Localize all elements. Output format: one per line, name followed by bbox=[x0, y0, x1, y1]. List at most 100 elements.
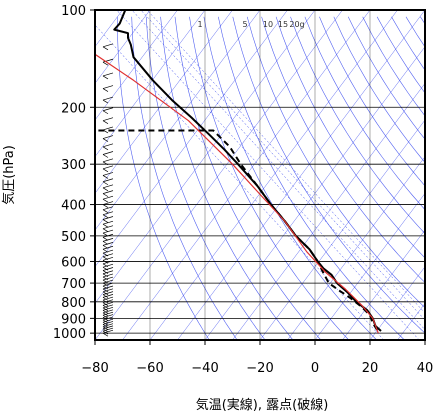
skewed-isotherm-line bbox=[95, 10, 288, 268]
x-axis-title: 気温(実線), 露点(破線) bbox=[196, 397, 329, 412]
wind-barb-flag bbox=[102, 282, 109, 287]
wind-barb bbox=[102, 299, 114, 304]
wind-barb-flag bbox=[102, 291, 109, 296]
wind-barb bbox=[102, 309, 114, 314]
wind-barb-flag bbox=[102, 209, 109, 214]
skewed-isotherm-line bbox=[314, 192, 425, 340]
dry-adiabat-line bbox=[145, 16, 266, 340]
wind-barb bbox=[102, 225, 114, 230]
skewed-isotherm-line bbox=[342, 229, 425, 340]
temperature-line bbox=[113, 10, 382, 332]
wind-barb bbox=[102, 270, 114, 275]
y-tick-label: 200 bbox=[61, 101, 86, 116]
wind-barb-flag bbox=[102, 198, 109, 203]
wind-barb bbox=[102, 273, 114, 278]
wind-barb bbox=[102, 172, 114, 176]
profile-lines bbox=[95, 10, 382, 334]
dry-adiabat-line bbox=[189, 16, 349, 340]
wind-barb bbox=[102, 143, 114, 148]
mixing-ratio-line bbox=[146, 10, 425, 314]
wind-barb-flag bbox=[102, 187, 109, 192]
wind-barb-flag bbox=[102, 193, 109, 197]
x-tick-label: −40 bbox=[191, 361, 218, 376]
wind-barb-flag bbox=[102, 266, 109, 271]
wind-barb-flag bbox=[102, 181, 109, 186]
wind-barb bbox=[102, 263, 114, 268]
wind-barb bbox=[102, 126, 114, 131]
dry-adiabat-line bbox=[290, 16, 425, 235]
wind-barb-flag bbox=[102, 332, 109, 337]
mixing-ratio-label: 15 bbox=[278, 20, 288, 29]
y-tick-label: 400 bbox=[61, 199, 86, 214]
wind-barb-flag bbox=[102, 228, 109, 232]
wind-barb bbox=[102, 165, 114, 170]
dry-adiabat-line bbox=[218, 16, 405, 340]
skewed-isotherm-line bbox=[177, 10, 425, 340]
wind-barb-flag bbox=[102, 175, 109, 179]
dry-adiabat-line bbox=[333, 16, 425, 163]
wind-barb bbox=[102, 151, 114, 155]
y-tick-label: 600 bbox=[61, 255, 86, 270]
y-axis-title: 気圧(hPa) bbox=[1, 145, 17, 205]
mixing-ratio-line bbox=[131, 10, 425, 331]
skewed-isotherm-line bbox=[95, 10, 316, 304]
wind-barb bbox=[102, 158, 114, 163]
wind-barb bbox=[102, 211, 114, 216]
wind-barb bbox=[102, 85, 114, 89]
dry-adiabat-line bbox=[319, 16, 425, 187]
wind-barb bbox=[102, 323, 114, 328]
skewed-isotherm-line bbox=[122, 10, 371, 340]
y-tick-label: 700 bbox=[61, 277, 86, 292]
wind-barb-flag bbox=[102, 168, 109, 173]
wind-barb bbox=[102, 316, 114, 321]
dry-adiabat-line bbox=[174, 16, 322, 340]
wind-barb bbox=[102, 307, 114, 311]
wind-barb bbox=[102, 195, 114, 200]
wind-barb bbox=[102, 96, 114, 101]
skewed-isotherm-line bbox=[95, 10, 151, 84]
dry-adiabat-line bbox=[232, 16, 425, 334]
skewed-isotherm-line bbox=[259, 119, 425, 340]
x-tick-label: 40 bbox=[417, 361, 434, 376]
wind-barb bbox=[102, 184, 114, 189]
wind-barb-flag bbox=[102, 99, 109, 104]
mixing-ratio-labels: 1 5 10 15 20g bbox=[197, 20, 304, 29]
wind-barb bbox=[102, 282, 114, 287]
skewed-isotherm-line bbox=[232, 82, 425, 340]
dry-adiabat-line bbox=[420, 16, 425, 25]
y-tick-label: 300 bbox=[61, 158, 86, 173]
y-tick-label: 100 bbox=[61, 4, 86, 19]
dry-adiabat-line bbox=[117, 16, 210, 340]
wind-barb bbox=[102, 253, 114, 258]
wind-barb bbox=[102, 233, 114, 238]
wind-barb bbox=[102, 178, 114, 183]
wind-barb bbox=[102, 291, 114, 295]
wind-barb-flag bbox=[102, 146, 109, 151]
wind-barb bbox=[102, 276, 114, 281]
wind-barb-flag bbox=[102, 120, 109, 124]
wind-barb-flag bbox=[102, 75, 109, 80]
wind-barb-flag bbox=[102, 88, 109, 92]
wind-barb-flag bbox=[102, 223, 109, 228]
y-tick-label: 800 bbox=[61, 296, 86, 311]
skewed-isotherm-line bbox=[95, 10, 178, 121]
wind-barb bbox=[102, 117, 114, 121]
wind-barb bbox=[102, 229, 114, 234]
dry-adiabat-line bbox=[261, 16, 425, 284]
wind-barb-flag bbox=[102, 110, 109, 115]
dry-adiabat-line bbox=[275, 16, 425, 259]
x-tick-label: −80 bbox=[81, 361, 108, 376]
y-tick-label: 500 bbox=[61, 230, 86, 245]
wind-barb bbox=[102, 242, 114, 246]
wind-barb-flag bbox=[102, 61, 109, 66]
wind-barb bbox=[102, 216, 114, 220]
wind-barb bbox=[102, 296, 114, 301]
x-tick-label: 0 bbox=[311, 361, 319, 376]
skewed-isotherm-line bbox=[95, 10, 343, 340]
wind-barb-flag bbox=[102, 232, 109, 237]
wind-barb bbox=[102, 327, 114, 332]
wind-barb bbox=[102, 304, 114, 309]
wind-barb-flag bbox=[102, 161, 109, 166]
wind-barb-flag bbox=[102, 299, 109, 304]
wind-barb bbox=[102, 311, 114, 316]
